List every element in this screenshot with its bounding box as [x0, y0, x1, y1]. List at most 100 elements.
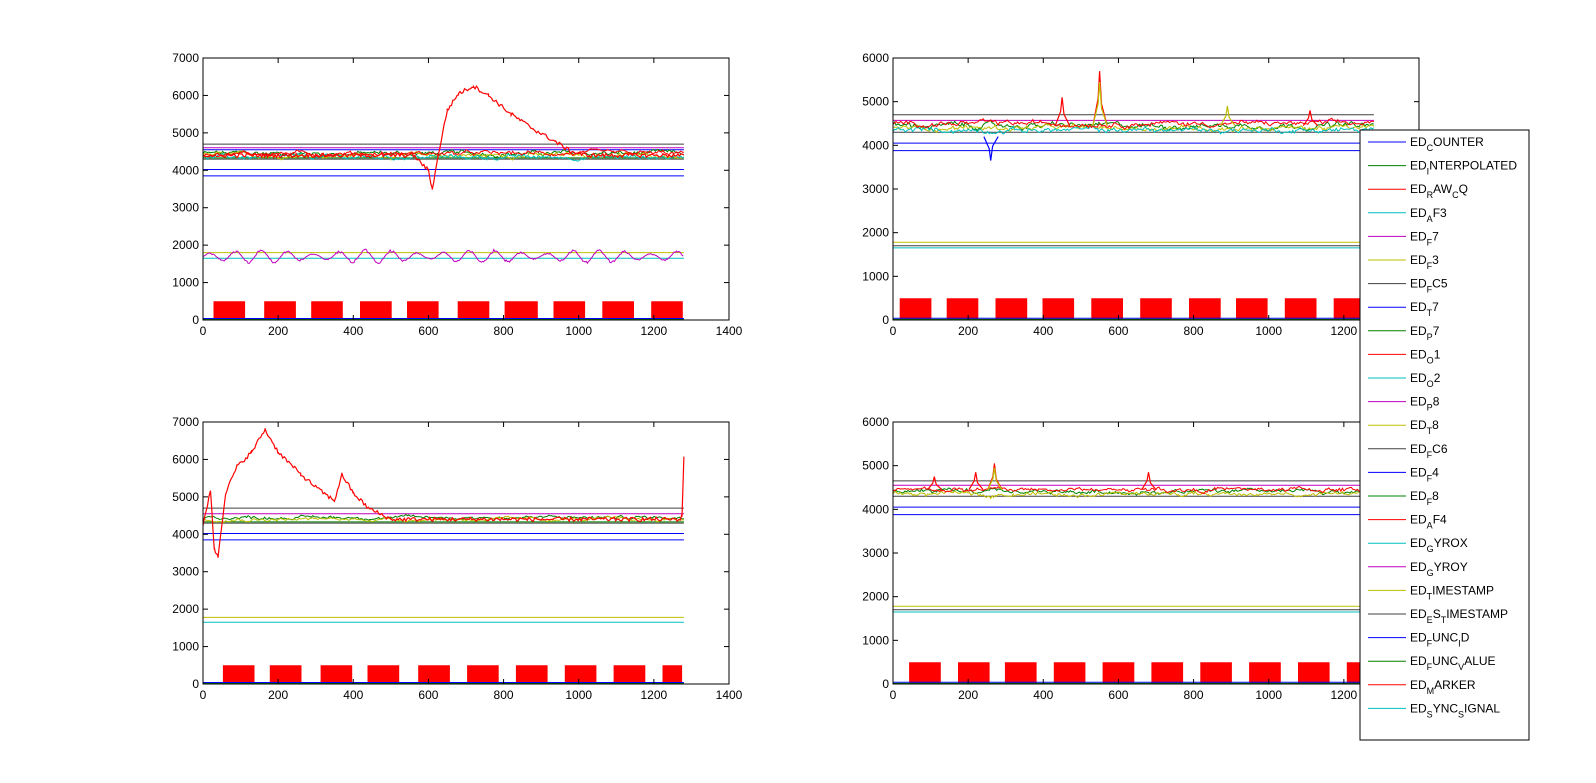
legend-label: EDT8 — [1410, 418, 1439, 436]
y-tick-label: 3000 — [862, 182, 889, 196]
legend-label-rest: C6 — [1432, 442, 1448, 456]
noisy-series — [893, 117, 1375, 130]
legend-item: EDTIMESTAMP — [1368, 583, 1494, 601]
legend-label-base: ED — [1410, 371, 1427, 385]
plot-area — [203, 58, 729, 320]
legend-label: EDP8 — [1410, 395, 1440, 413]
legend-item: EDCOUNTER — [1368, 135, 1484, 153]
marker-burst — [958, 662, 990, 684]
legend-label-rest: AW — [1433, 182, 1453, 196]
marker-burst — [1189, 298, 1221, 320]
x-tick-label: 600 — [1108, 688, 1128, 702]
y-tick-label: 0 — [192, 313, 199, 327]
marker-burst — [1102, 662, 1135, 684]
legend-item: EDP7 — [1368, 324, 1440, 342]
drift-series — [203, 84, 685, 190]
series-group — [203, 84, 685, 320]
noisy-series — [893, 125, 1375, 135]
legend-item: EDAF3 — [1368, 206, 1447, 224]
legend-item: EDRAWCQ — [1368, 182, 1468, 200]
legend-label-base: ED — [1410, 229, 1427, 243]
legend-label: EDFC6 — [1410, 442, 1448, 460]
legend-label-rest: UNC — [1432, 654, 1458, 668]
legend-label-rest: IMESTAMP — [1446, 607, 1508, 621]
legend-item: EDF4 — [1368, 465, 1439, 483]
legend-label-rest: Q — [1459, 182, 1468, 196]
legend-label-rest: IMESTAMP — [1432, 583, 1494, 597]
legend-label-rest: 2 — [1434, 371, 1441, 385]
axes-frame — [202, 421, 730, 685]
legend-label-base: ED — [1410, 300, 1427, 314]
marker-burst — [1004, 662, 1037, 684]
legend-label-sub: F — [1427, 497, 1433, 507]
legend-label-base: ED — [1410, 654, 1427, 668]
marker-burst — [651, 301, 683, 320]
y-tick-label: 2000 — [172, 602, 199, 616]
legend-label-sub: S — [1427, 709, 1433, 719]
y-tick-label: 0 — [882, 313, 889, 327]
legend-label-base: ED — [1410, 560, 1427, 574]
x-tick-label: 400 — [1033, 324, 1053, 338]
legend-label-sub: R — [1427, 190, 1434, 200]
legend-label-base: ED — [1410, 159, 1427, 173]
legend-label-sub: F — [1427, 639, 1433, 649]
legend-label-base: ED — [1410, 277, 1427, 291]
spike-mark — [1220, 105, 1236, 127]
marker-burst — [946, 298, 979, 320]
series-group — [203, 428, 685, 684]
noisy-series — [893, 485, 1375, 495]
x-tick-label: 1000 — [1255, 324, 1282, 338]
marker-burst — [662, 665, 683, 684]
plot-area — [203, 422, 729, 684]
legend-label-sub: F — [1427, 261, 1433, 271]
legend-label-rest: 3 — [1432, 253, 1439, 267]
marker-burst — [213, 301, 246, 320]
y-tick-label: 1000 — [172, 276, 199, 290]
x-tick-label: 800 — [1184, 324, 1204, 338]
marker-burst — [613, 665, 646, 684]
legend-label-sub: P — [1427, 403, 1433, 413]
noisy-series — [203, 148, 685, 159]
x-tick-label: 1000 — [1255, 688, 1282, 702]
legend-label: EDCOUNTER — [1410, 135, 1484, 153]
x-tick-label: 1400 — [716, 688, 743, 702]
legend-label: EDAF4 — [1410, 513, 1447, 531]
marker-burst — [320, 665, 353, 684]
spike-mark — [1054, 97, 1071, 126]
plot-area — [893, 422, 1419, 684]
series-group — [893, 463, 1375, 684]
legend-label-rest: 8 — [1432, 489, 1439, 503]
x-tick-label: 800 — [494, 324, 514, 338]
marker-burst — [1042, 298, 1075, 320]
legend-item: EDFUNCVALUE — [1368, 654, 1496, 672]
x-tick-label: 0 — [200, 688, 207, 702]
legend: EDCOUNTEREDINTERPOLATEDEDRAWCQEDAF3EDF7E… — [1359, 129, 1530, 741]
legend-label-sub: E — [1427, 615, 1433, 625]
y-tick-label: 2000 — [172, 238, 199, 252]
legend-label-base: ED — [1410, 347, 1427, 361]
legend-label-base: ED — [1410, 489, 1427, 503]
plot-area — [893, 58, 1419, 320]
legend-label-base: ED — [1410, 206, 1427, 220]
marker-burst — [1236, 298, 1268, 320]
y-tick-label: 3000 — [172, 201, 199, 215]
y-tick-label: 3000 — [862, 546, 889, 560]
spike-mark — [968, 472, 984, 491]
x-tick-label: 0 — [200, 324, 207, 338]
legend-label-base: ED — [1410, 135, 1427, 149]
legend-label: EDO2 — [1410, 371, 1441, 389]
marker-burst — [1151, 662, 1184, 684]
legend-label-sub: T — [1441, 615, 1447, 625]
spike-mark — [927, 476, 943, 491]
subplot-top-left: 0 200 400 600 800 1000 1200 1400 0 1000 2000 3000 40… — [172, 51, 742, 338]
marker-burst — [360, 301, 392, 320]
y-tick-label: 6000 — [862, 51, 889, 65]
x-tick-label: 400 — [1033, 688, 1053, 702]
marker-burst — [564, 665, 597, 684]
legend-item: EDMARKER — [1368, 678, 1476, 696]
x-tick-label: 200 — [958, 324, 978, 338]
marker-burst — [1200, 662, 1232, 684]
marker-burst — [1298, 662, 1330, 684]
legend-label-rest: 7 — [1432, 229, 1439, 243]
legend-label: EDF8 — [1410, 489, 1439, 507]
